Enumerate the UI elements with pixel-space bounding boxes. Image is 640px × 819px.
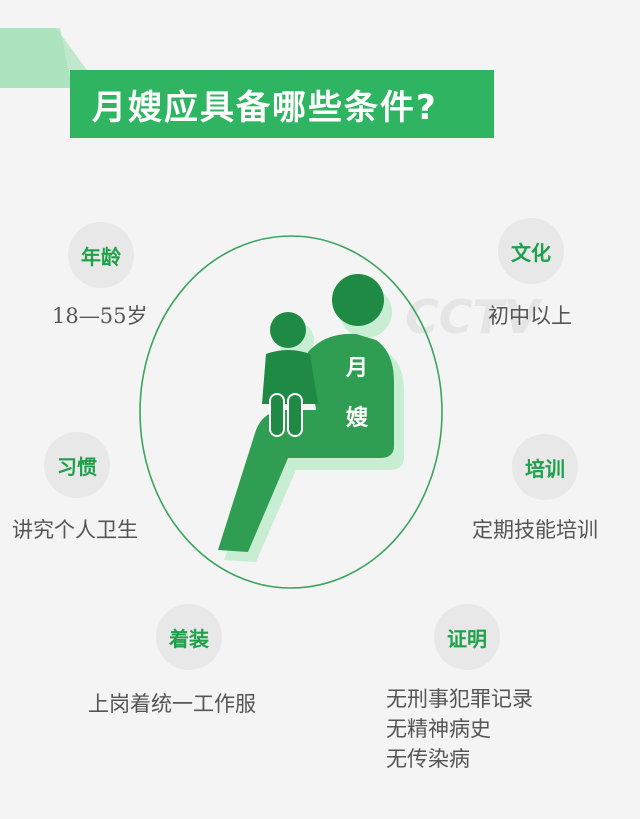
proof-values: 无刑事犯罪记录 无精神病史 无传染病 bbox=[386, 684, 533, 774]
culture-value: 初中以上 bbox=[488, 304, 572, 328]
dress-badge: 着装 bbox=[156, 604, 222, 670]
mother-baby-figure-icon bbox=[139, 235, 443, 589]
banner-shape bbox=[0, 28, 494, 138]
habit-value: 讲究个人卫生 bbox=[12, 518, 138, 542]
training-badge: 培训 bbox=[512, 434, 578, 500]
habit-badge: 习惯 bbox=[44, 432, 110, 498]
proof-value-2: 无精神病史 bbox=[386, 717, 491, 741]
age-badge: 年龄 bbox=[68, 222, 134, 288]
figure-label-sao: 嫂 bbox=[346, 406, 369, 431]
training-value: 定期技能培训 bbox=[472, 518, 598, 542]
proof-badge: 证明 bbox=[434, 604, 500, 670]
title-banner: 月嫂应具备哪些条件? bbox=[0, 28, 640, 140]
proof-value-1: 无刑事犯罪记录 bbox=[386, 687, 533, 711]
proof-value-3: 无传染病 bbox=[386, 747, 470, 771]
age-value: 18—55岁 bbox=[52, 304, 148, 328]
center-illustration: 月 嫂 bbox=[138, 234, 444, 590]
figure-label-yue: 月 bbox=[346, 356, 369, 381]
page-title: 月嫂应具备哪些条件? bbox=[92, 88, 438, 128]
dress-value: 上岗着统一工作服 bbox=[88, 692, 256, 716]
culture-badge: 文化 bbox=[498, 218, 564, 284]
